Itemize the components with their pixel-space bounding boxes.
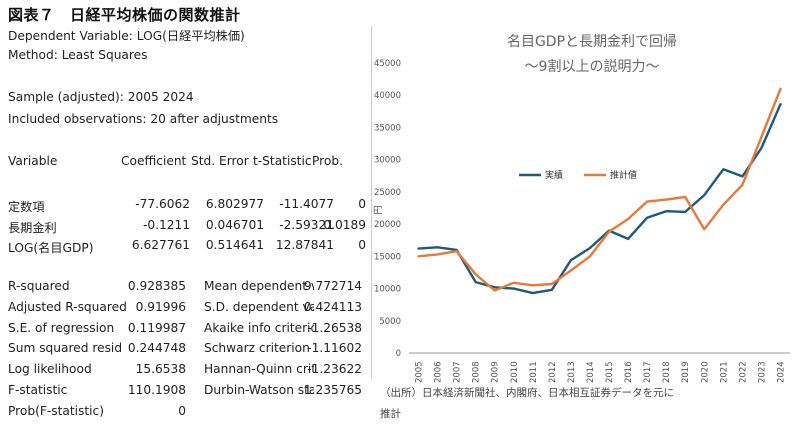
table-cell: -0.1211 <box>142 217 190 232</box>
series-line-actual <box>417 102 782 295</box>
stat-cell: Sum squared resid <box>8 341 123 356</box>
x-tick-label: 2005 <box>415 361 425 383</box>
stat-cell: Mean dependent var <box>204 279 314 293</box>
chart-subtitle: 〜9割以上の説明力〜 <box>525 58 660 75</box>
stat-cell: 0.244748 <box>127 341 186 356</box>
x-tick-label: 2012 <box>548 361 558 383</box>
x-tick-label: 2007 <box>453 361 463 383</box>
x-tick-label: 2013 <box>567 361 577 383</box>
stat-cell: Akaike info criterion <box>204 320 314 335</box>
x-tick-label: 2019 <box>681 361 691 383</box>
x-tick-label: 2008 <box>472 361 482 383</box>
y-tick-label: 40000 <box>374 91 401 101</box>
table-header-cell: t-Statistic <box>253 154 312 168</box>
table-cell: 6.802977 <box>205 197 264 211</box>
dependent-variable: Dependent Variable: LOG(日経平均株価) <box>8 29 245 43</box>
y-tick-label: 0 <box>396 349 401 359</box>
table-cell: 0 <box>358 197 366 211</box>
x-tick-label: 2016 <box>624 361 634 383</box>
x-tick-label: 2011 <box>529 361 539 383</box>
x-tick-label: 2014 <box>586 361 596 383</box>
stat-cell: Hannan-Quinn criter. <box>204 362 314 377</box>
stat-cell: Log likelihood <box>8 362 92 377</box>
source-note-continued: 推計 <box>380 407 401 420</box>
legend-label: 推計値 <box>610 169 637 181</box>
x-tick-label: 2023 <box>757 361 767 383</box>
table-cell: 0.0189 <box>323 217 366 232</box>
stat-cell: -1.23622 <box>307 362 362 377</box>
table-cell: 6.627761 <box>131 238 190 252</box>
legend-label: 実績 <box>545 169 563 181</box>
x-tick-label: 2006 <box>434 361 444 383</box>
stat-cell: 9.772714 <box>303 279 362 293</box>
sample: Sample (adjusted): 2005 2024 <box>8 90 194 104</box>
stat-cell: 0 <box>178 403 186 418</box>
stat-cell: R-squared <box>8 279 70 293</box>
stat-cell: 15.6538 <box>135 362 186 377</box>
figure-title: 図表７ 日経平均株価の関数推計 <box>8 6 241 24</box>
stat-cell: Adjusted R-squared <box>8 299 127 314</box>
stat-cell: Durbin-Watson stat <box>204 383 314 397</box>
table-header-cell: Coefficient <box>121 154 187 168</box>
x-tick-label: 2009 <box>491 361 501 383</box>
stat-cell: 110.1908 <box>127 383 186 397</box>
included-observations: Included observations: 20 after adjustme… <box>8 112 279 126</box>
table-cell: -11.4077 <box>279 197 334 211</box>
x-tick-label: 2018 <box>662 361 672 383</box>
y-tick-label: 10000 <box>374 285 401 295</box>
y-tick-label: 5000 <box>379 317 401 327</box>
table-cell: 定数項 <box>8 200 45 214</box>
y-tick-label: 20000 <box>374 220 401 230</box>
series-line-estimate <box>417 87 782 292</box>
chart-svg: 名目GDPと長期金利で回帰〜9割以上の説明力〜 0 5000 10000 15000 20… <box>373 33 790 420</box>
panel-divider <box>371 26 372 378</box>
table-cell: -2.59321 <box>279 217 334 232</box>
table-cell: 0.046701 <box>205 217 264 232</box>
stat-cell: S.D. dependent var <box>204 299 314 314</box>
stat-cell: 0.424113 <box>303 299 362 314</box>
table-cell: 0 <box>358 238 366 252</box>
table-cell: 0.514641 <box>205 238 264 252</box>
stat-cell: Prob(F-statistic) <box>8 403 104 418</box>
stat-cell: F-statistic <box>8 383 68 397</box>
table-cell: 12.87841 <box>275 238 334 252</box>
x-tick-label: 2015 <box>605 361 615 383</box>
source-note: （出所）日本経済新聞社、内閣府、日本相互証券データを元に <box>380 386 674 399</box>
stat-cell: Schwarz criterion <box>204 341 310 356</box>
method: Method: Least Squares <box>8 48 148 62</box>
table-cell: -77.6062 <box>135 197 190 211</box>
y-tick-label: 35000 <box>374 123 401 133</box>
stat-cell: 1.235765 <box>303 383 362 397</box>
stat-cell: 0.91996 <box>135 299 186 314</box>
y-axis-label: 円 <box>373 205 384 214</box>
chart: 名目GDPと長期金利で回帰 〜9割以上の説明力〜 0 5000 10000 15000 20… <box>372 24 798 433</box>
x-tick-label: 2017 <box>643 361 653 383</box>
table-header-cell: Variable <box>8 154 58 168</box>
x-tick-label: 2020 <box>700 361 710 383</box>
stat-cell: -1.26538 <box>307 320 362 335</box>
x-tick-label: 2010 <box>510 361 520 383</box>
table-header-cell: Std. Error <box>191 154 249 168</box>
table-header-cell: Prob. <box>312 154 343 168</box>
y-tick-label: 45000 <box>374 59 401 69</box>
y-tick-label: 30000 <box>374 156 401 166</box>
stat-cell: 0.119987 <box>127 320 186 335</box>
y-tick-label: 25000 <box>374 188 401 198</box>
y-tick-label: 15000 <box>374 252 401 262</box>
stat-cell: S.E. of regression <box>8 320 115 335</box>
x-tick-label: 2021 <box>719 361 729 383</box>
stat-cell: 0.928385 <box>127 279 186 293</box>
stat-cell: -1.11602 <box>307 341 362 356</box>
chart-title: 名目GDPと長期金利で回帰 <box>507 33 677 50</box>
x-tick-label: 2024 <box>776 361 786 383</box>
table-cell: LOG(名目GDP) <box>8 241 94 255</box>
table-cell: 長期金利 <box>8 220 57 235</box>
x-tick-label: 2022 <box>738 361 748 383</box>
